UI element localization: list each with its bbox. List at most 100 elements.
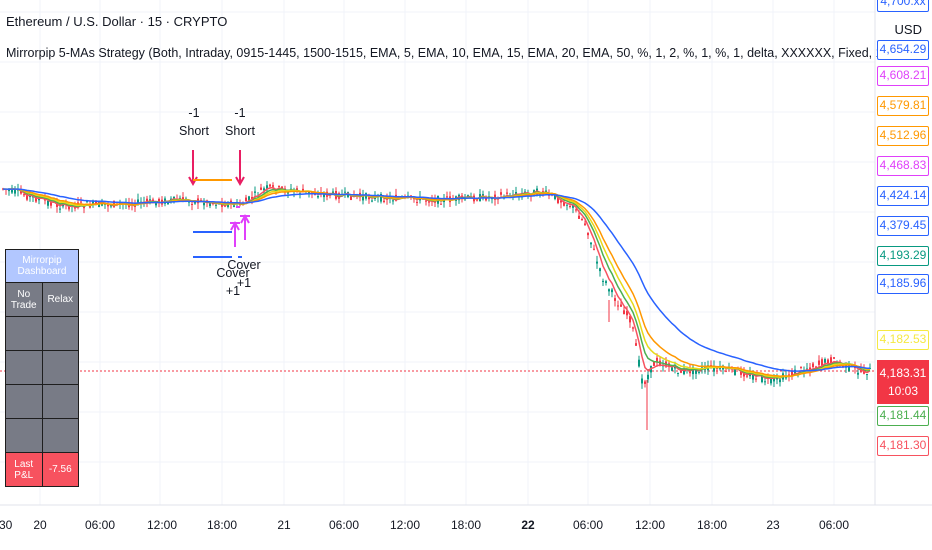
candle-body [146, 198, 148, 202]
candle-body [623, 310, 625, 315]
candle-body [584, 223, 586, 225]
candle-body [626, 310, 628, 316]
candle-body [830, 357, 832, 363]
candle-body [104, 203, 106, 205]
candle-body [209, 203, 211, 207]
dashboard-cell [41, 350, 79, 385]
candle-body [560, 200, 562, 203]
candle-body [566, 204, 568, 206]
candle-body [647, 374, 649, 380]
candle-body [605, 281, 607, 284]
cover-signal-1-qty: +1 [225, 284, 241, 298]
time-axis-label: 18:00 [696, 518, 728, 532]
dashboard-cell [5, 316, 43, 351]
candle-body [632, 327, 634, 329]
candle-body [578, 215, 580, 219]
candle-body [569, 206, 571, 208]
candle-body [824, 359, 826, 363]
candle-body [281, 186, 283, 189]
candle-body [416, 201, 418, 203]
strategy-legend[interactable]: Mirrorpip 5-MAs Strategy (Both, Intraday… [6, 46, 929, 60]
candle-body [620, 304, 622, 307]
candle-body [611, 289, 613, 293]
candle-body [644, 381, 646, 384]
candle-body [269, 184, 271, 187]
short-signal-1-qty: -1 [188, 106, 200, 120]
candle-body [815, 366, 817, 368]
price-badge: 4,182.53 [877, 330, 929, 350]
time-axis-label: 18:00 [450, 518, 482, 532]
candle-body [599, 268, 601, 272]
candle-body [788, 374, 790, 376]
dashboard-title: Mirrorpip Dashboard [5, 249, 79, 283]
candle-body [608, 289, 610, 292]
candle-body [287, 191, 289, 194]
time-axis-label: 12:00 [389, 518, 421, 532]
ema-15-line [2, 188, 871, 378]
candle-body [746, 375, 748, 377]
candle-body [773, 378, 775, 382]
candle-body [653, 361, 655, 366]
candle-body [770, 378, 772, 384]
bar-countdown: 10:03 [887, 384, 919, 398]
candle-body [8, 189, 10, 192]
ema-50-line [3, 188, 870, 372]
candle-body [656, 357, 658, 363]
candle-body [107, 204, 109, 207]
candle-body [50, 202, 52, 206]
candle-body [596, 261, 598, 264]
candle-body [371, 200, 373, 202]
time-axis-label: 12:00 [146, 518, 178, 532]
current-price-badge[interactable]: 4,183.31 10:03 [877, 360, 929, 404]
symbol-title[interactable]: Ethereum / U.S. Dollar · 15 · CRYPTO [6, 14, 228, 29]
candle-body [323, 193, 325, 198]
strategy-dashboard: Mirrorpip Dashboard No Trade Relax Last P… [5, 249, 79, 487]
candle-body [380, 194, 382, 202]
candle-body [383, 200, 385, 202]
candle-body [683, 369, 685, 375]
candle-body [29, 195, 31, 198]
candle-body [821, 359, 823, 366]
candle-body [857, 372, 859, 375]
candle-body [563, 201, 565, 206]
candle-body [248, 196, 250, 201]
candle-body [800, 366, 802, 368]
candle-body [716, 368, 718, 370]
short-signal-2: -1 Short [225, 104, 255, 140]
candle-body [440, 203, 442, 205]
candle-body [137, 199, 139, 203]
candle-body [500, 192, 502, 195]
candle-body [47, 200, 49, 206]
candle-body [842, 365, 844, 367]
candle-body [245, 197, 247, 202]
time-axis-label: 21 [277, 518, 291, 532]
candle-body [251, 196, 253, 199]
currency-label[interactable]: USD [894, 22, 922, 37]
candle-body [629, 316, 631, 323]
price-badge: 4,512.96 [877, 126, 929, 146]
candle-body [368, 197, 370, 200]
short-signal-1: -1 Short [179, 104, 209, 140]
candle-body [581, 219, 583, 221]
time-axis-label: 06:00 [572, 518, 604, 532]
candle-body [635, 343, 637, 346]
ema-20-line [3, 188, 871, 378]
candle-body [506, 192, 508, 194]
dashboard-cell [5, 418, 43, 453]
candle-body [467, 195, 469, 197]
candle-body [266, 185, 268, 189]
candle-body [671, 367, 673, 371]
dashboard-mode: Relax [41, 282, 79, 317]
price-badge: 4,468.83 [877, 156, 929, 176]
short-signal-2-label: Short [225, 124, 255, 138]
candle-body [110, 205, 112, 207]
candle-body [698, 371, 700, 373]
candle-body [11, 187, 13, 193]
candle-body [308, 191, 310, 195]
candle-body [278, 186, 280, 188]
candle-body [191, 204, 193, 206]
candle-body [302, 188, 304, 192]
candle-body [779, 379, 781, 383]
